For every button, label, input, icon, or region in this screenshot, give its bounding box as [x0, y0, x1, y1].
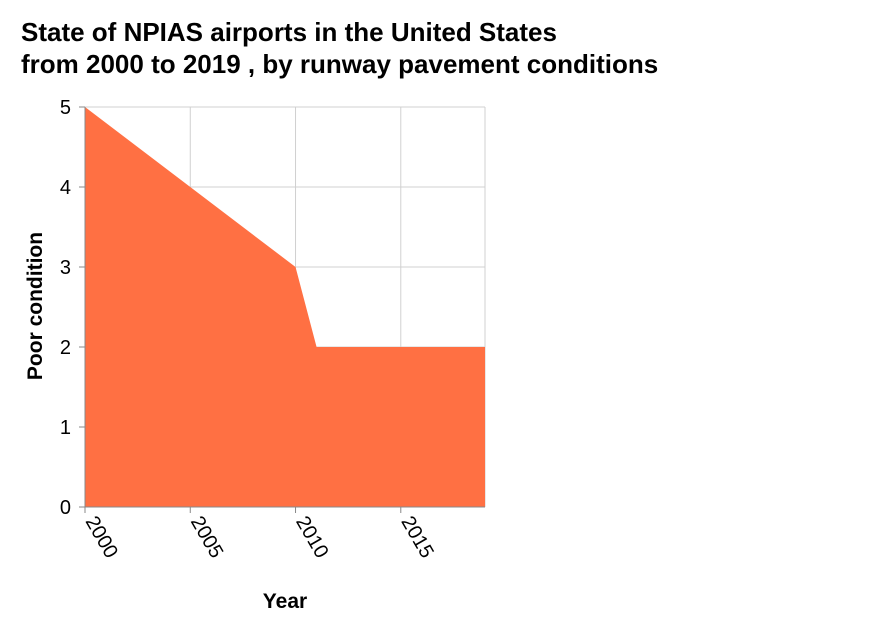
chart-title-line-1: State of NPIAS airports in the United St… [21, 17, 557, 47]
y-tick-label: 0 [60, 497, 71, 519]
area-series [85, 107, 485, 507]
x-tick-labels: 2000 2005 2010 2015 [81, 513, 438, 563]
axes [79, 106, 485, 513]
y-axis-label: Poor condition [24, 232, 47, 380]
y-tick-label: 1 [60, 417, 71, 439]
y-tick-label: 3 [60, 257, 71, 279]
y-tick-label: 2 [60, 337, 71, 359]
x-tick-label: 2005 [186, 513, 227, 563]
x-tick-label: 2010 [291, 513, 332, 563]
x-tick-label: 2015 [396, 513, 437, 563]
y-tick-labels: 0 1 2 3 4 5 [60, 97, 71, 519]
x-axis-label: Year [263, 590, 307, 613]
x-tick-label: 2000 [81, 513, 122, 563]
chart-title-line-2: from 2000 to 2019 , by runway pavement c… [21, 49, 659, 79]
y-tick-label: 5 [60, 97, 71, 119]
y-tick-label: 4 [60, 177, 71, 199]
chart-title: State of NPIAS airports in the United St… [21, 16, 871, 80]
